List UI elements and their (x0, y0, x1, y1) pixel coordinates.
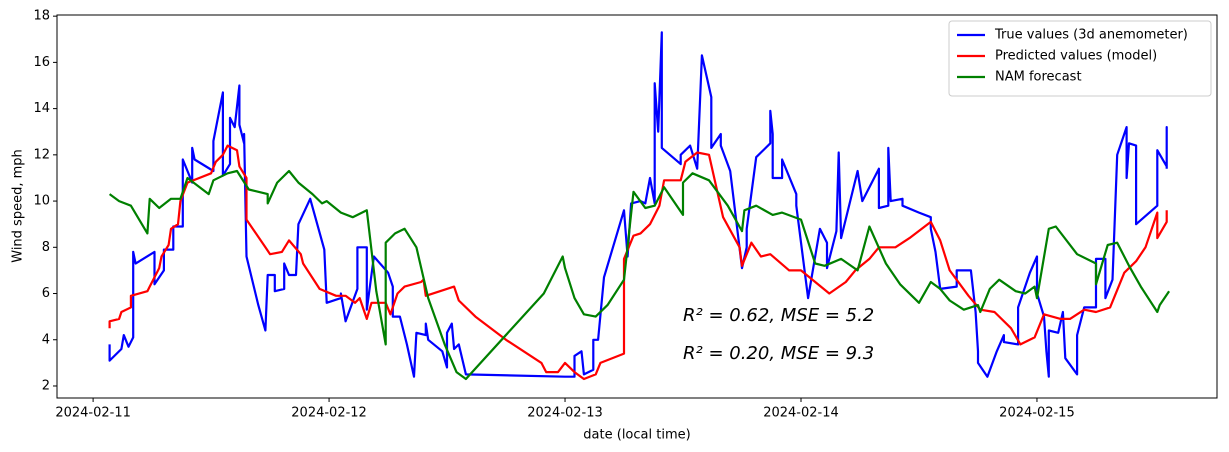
series-line (108, 144, 1168, 381)
y-tick-label: 6 (42, 286, 50, 301)
series-line (108, 169, 1171, 381)
x-tick-label: 2024-02-13 (527, 406, 603, 421)
legend-label: Predicted values (model) (995, 49, 1157, 64)
legend-box (948, 20, 1212, 97)
y-tick-label: 16 (33, 55, 50, 70)
annotation: R² = 0.62, MSE = 5.2 (683, 305, 874, 326)
series-line (108, 31, 1168, 378)
y-tick-label: 12 (33, 147, 50, 162)
y-tick-label: 18 (33, 9, 50, 24)
y-tick-label: 10 (33, 194, 50, 209)
x-axis-label: date (local time) (583, 428, 690, 443)
annotation: R² = 0.20, MSE = 9.3 (683, 343, 874, 364)
x-tick-label: 2024-02-14 (763, 406, 839, 421)
plot-frame (56, 14, 1218, 399)
y-axis-label: Wind speed, mph (11, 149, 26, 263)
y-tick-label: 14 (33, 101, 50, 116)
x-tick-label: 2024-02-11 (55, 406, 131, 421)
legend-label: NAM forecast (995, 70, 1082, 85)
x-tick-label: 2024-02-12 (291, 406, 367, 421)
legend-label: True values (3d anemometer) (994, 28, 1188, 43)
y-tick-label: 2 (42, 378, 50, 393)
y-tick-label: 8 (42, 240, 50, 255)
x-tick-label: 2024-02-15 (999, 406, 1075, 421)
y-tick-label: 4 (42, 332, 50, 347)
